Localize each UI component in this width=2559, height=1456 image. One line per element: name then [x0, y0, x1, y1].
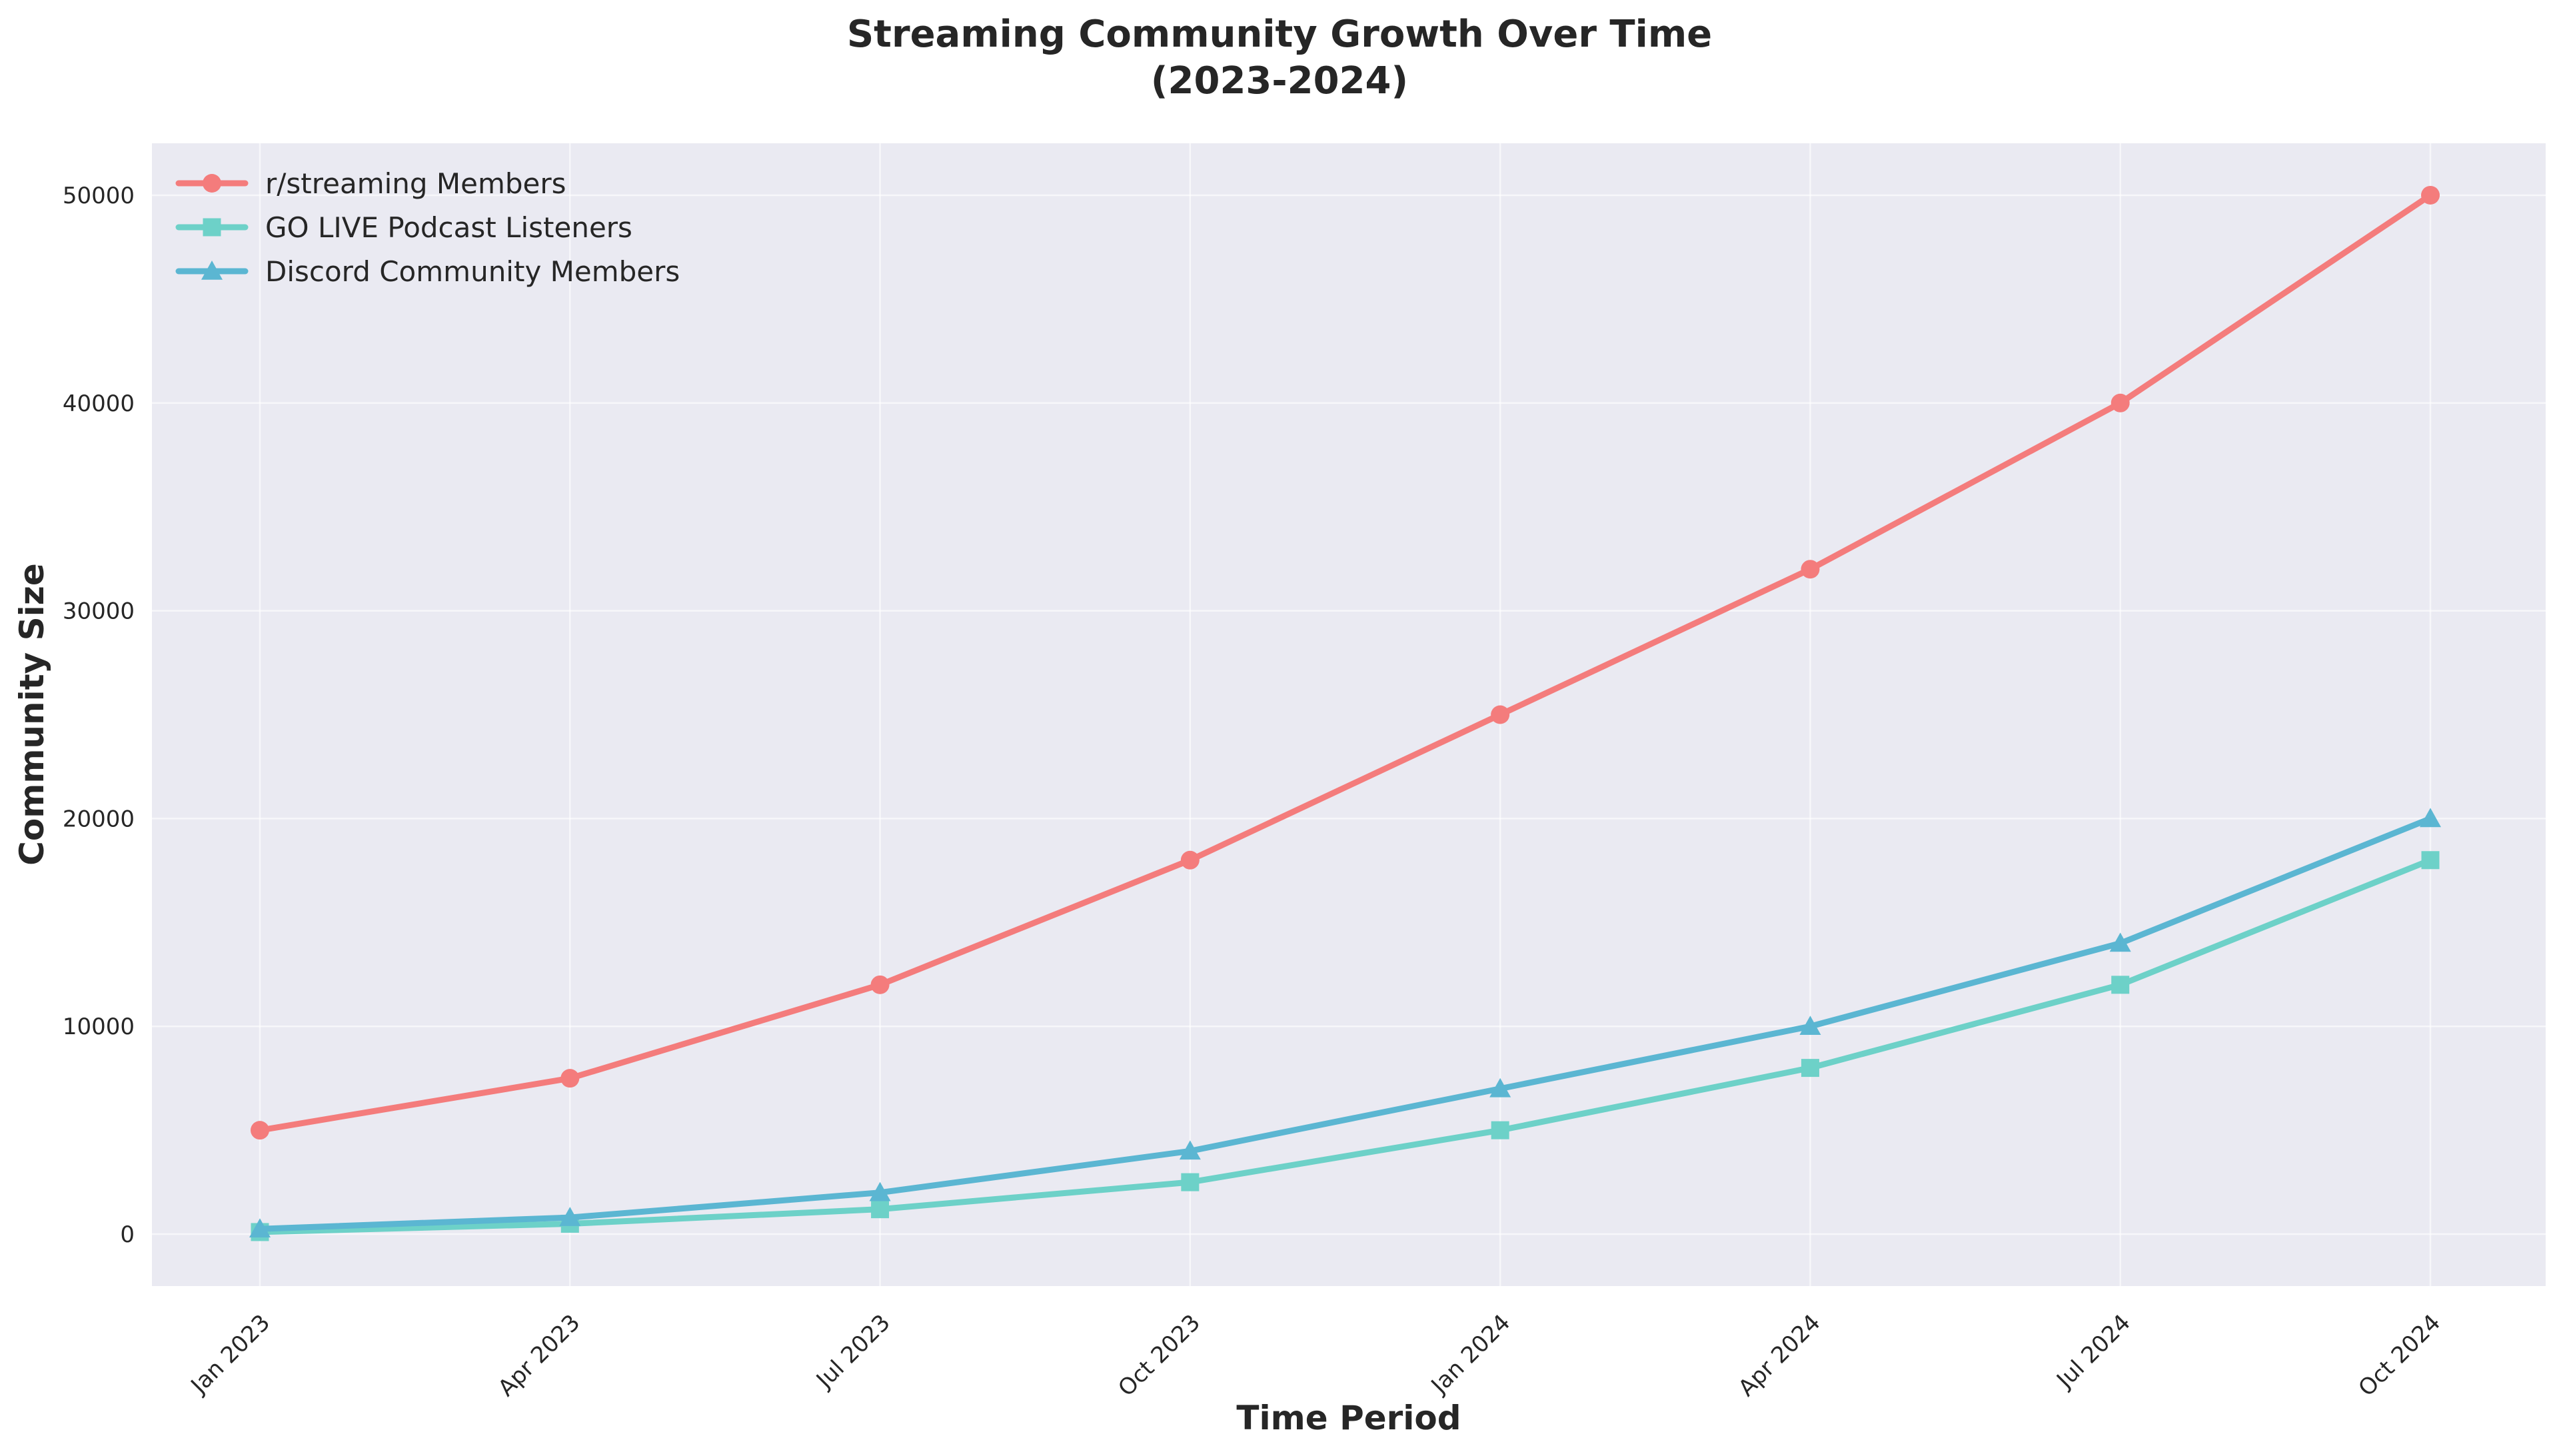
legend-marker	[203, 174, 221, 193]
x-tick-label: Jan 2024	[1425, 1309, 1516, 1400]
legend-marker	[203, 218, 221, 237]
series-line	[257, 815, 2434, 1232]
legend: r/streaming Members GO LIVE Podcast Liste…	[175, 167, 680, 288]
y-tick-label: 0	[120, 1221, 135, 1248]
data-point	[2111, 393, 2130, 412]
series-1	[251, 185, 2440, 1140]
x-tick-label: Apr 2024	[1733, 1309, 1826, 1402]
y-tick-label: 30000	[63, 598, 135, 625]
data-point	[2111, 976, 2130, 994]
data-point	[2421, 851, 2440, 870]
x-axis-label: Time Period	[1236, 1399, 1461, 1437]
data-point	[559, 1207, 581, 1226]
y-tick-label: 10000	[63, 1014, 135, 1040]
x-tick-label: Oct 2024	[2354, 1309, 2446, 1402]
data-point	[560, 1069, 580, 1088]
legend-item: GO LIVE Podcast Listeners	[175, 211, 632, 244]
series-layer	[249, 185, 2441, 1241]
x-tick-label: Jan 2023	[185, 1309, 276, 1400]
data-point	[2109, 932, 2131, 952]
data-point	[1801, 560, 1820, 579]
data-point	[1181, 1173, 1200, 1191]
y-tick-label: 40000	[63, 390, 135, 417]
data-point	[1491, 1121, 1509, 1139]
data-point	[1801, 1059, 1819, 1078]
data-point	[249, 1218, 271, 1238]
chart-subtitle: (2023-2024)	[1151, 59, 1408, 103]
data-point	[869, 1181, 891, 1201]
series-line	[257, 857, 2434, 1235]
data-point	[1179, 1140, 1201, 1160]
legend-label: GO LIVE Podcast Listeners	[265, 211, 632, 244]
chart-title: Streaming Community Growth Over Time	[847, 13, 1712, 56]
data-point	[1799, 1016, 1821, 1036]
data-point	[1491, 705, 1510, 724]
data-point	[2420, 808, 2441, 828]
series-line	[257, 192, 2434, 1133]
data-point	[2421, 185, 2440, 205]
x-tick-label: Apr 2023	[493, 1309, 586, 1402]
data-point	[251, 1121, 269, 1140]
legend-item: Discord Community Members	[175, 255, 680, 288]
data-point	[1489, 1078, 1511, 1097]
legend-label: Discord Community Members	[265, 255, 680, 288]
y-axis-label: Community Size	[13, 563, 51, 866]
legend-label: r/streaming Members	[265, 167, 566, 200]
gridlines	[152, 143, 2546, 1286]
y-tick-label: 20000	[63, 806, 135, 832]
series-3	[249, 808, 2441, 1238]
data-point	[871, 1200, 890, 1219]
plot-area	[152, 143, 2546, 1286]
data-point	[870, 975, 890, 994]
legend-item: r/streaming Members	[175, 167, 566, 200]
x-tick-label: Jul 2024	[2051, 1309, 2136, 1395]
x-tick-label: Oct 2023	[1113, 1309, 1206, 1402]
legend-marker	[201, 261, 223, 280]
y-tick-label: 50000	[63, 183, 135, 209]
data-point	[1180, 850, 1200, 870]
x-tick-label: Jul 2023	[810, 1309, 896, 1395]
